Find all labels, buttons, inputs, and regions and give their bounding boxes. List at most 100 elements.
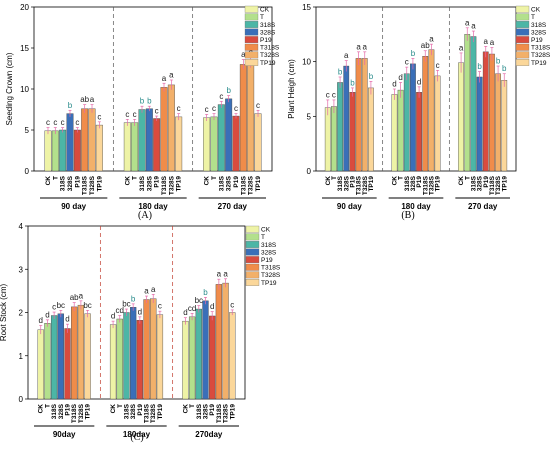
category-tick-label: T318S	[71, 403, 78, 423]
category-tick-label: T318S	[422, 175, 429, 195]
significance-letter: b	[68, 101, 73, 110]
category-tick-label: 328S	[202, 403, 209, 419]
bar-P19	[232, 115, 240, 172]
significance-letter: a	[241, 50, 246, 59]
category-tick-label: T328S	[150, 403, 157, 423]
category-tick-label: T318S	[356, 175, 363, 195]
significance-letter: d	[65, 315, 69, 324]
legend-label: T318S	[261, 265, 281, 272]
category-tick-label: CK	[110, 404, 117, 414]
category-tick-label: P19	[209, 404, 216, 416]
significance-letter: a	[490, 38, 495, 47]
significance-letter: a	[90, 95, 95, 104]
category-tick-label: 328S	[410, 175, 417, 191]
category-tick-label: TP19	[435, 176, 442, 192]
y-tick-label: 2	[19, 309, 24, 318]
significance-letter: a	[465, 18, 470, 27]
legend-swatch-318S	[515, 21, 530, 28]
legend-label: T318S	[260, 45, 280, 52]
legend-label: 318S	[260, 22, 276, 29]
significance-letter: a	[363, 42, 368, 51]
bar-328S	[130, 307, 137, 400]
bar-318S	[403, 73, 410, 172]
bar-TP19	[175, 116, 183, 172]
significance-letter: c	[436, 61, 440, 70]
significance-letter: b	[203, 288, 208, 297]
y-tick-label: 20	[20, 3, 29, 12]
bar-318S	[217, 104, 225, 172]
category-tick-label: TP19	[96, 176, 103, 192]
significance-letter: a	[459, 43, 464, 52]
category-tick-label: CK	[204, 176, 211, 186]
bar-T318S	[422, 56, 429, 172]
y-axis-label: Seeding Crown (cm)	[5, 52, 14, 125]
category-tick-label: 318S	[139, 175, 146, 191]
bar-P19	[64, 328, 71, 400]
legend-swatch-P19	[244, 36, 259, 44]
category-tick-label: P19	[137, 404, 144, 416]
y-tick-label: 0	[19, 395, 24, 404]
bar-P19	[349, 92, 356, 172]
group-label: 270 day	[218, 202, 248, 211]
bar-318S	[470, 36, 477, 172]
category-tick-label: 318S	[123, 403, 130, 419]
category-tick-label: T	[211, 176, 218, 180]
y-tick-label: 5	[307, 112, 312, 121]
group-label: 90 day	[337, 202, 362, 211]
bar-P19	[153, 118, 161, 172]
significance-letter: b	[338, 67, 343, 76]
group-label: 270 day	[468, 202, 498, 211]
significance-letter: b	[131, 294, 136, 303]
bar-T	[131, 122, 139, 172]
significance-letter: c	[125, 110, 129, 119]
significance-letter: b	[477, 62, 482, 71]
legend-label: T	[261, 234, 265, 241]
legend-swatch-T328S	[244, 51, 259, 59]
bar-P19	[73, 129, 81, 172]
category-tick-label: P19	[483, 176, 490, 188]
legend-swatch-328S	[245, 248, 260, 256]
bar-T	[210, 116, 218, 172]
bar-T	[397, 89, 404, 172]
legend-swatch-CK	[244, 5, 259, 13]
bar-T328S	[150, 298, 157, 400]
significance-letter: d	[392, 80, 396, 89]
category-tick-label: T318S	[144, 403, 151, 423]
category-tick-label: 318S	[337, 175, 344, 191]
bar-CK	[203, 117, 211, 172]
bar-T	[44, 323, 51, 400]
legend-label: T328S	[531, 52, 550, 59]
significance-letter: c	[332, 90, 336, 99]
chart-panel-2: 0 5 10 15 Plant Heigh (cm) c CK c Tb 318S a 328S b P1…	[287, 3, 550, 221]
bar-CK	[109, 324, 117, 400]
significance-letter: b	[411, 49, 416, 58]
significance-letter: bc	[83, 301, 91, 310]
bar-TP19	[254, 113, 262, 172]
category-tick-label: T328S	[495, 175, 502, 195]
legend-label: 328S	[531, 29, 547, 36]
y-tick-label: 0	[25, 167, 30, 176]
significance-letter: a	[79, 291, 84, 300]
bar-318S	[195, 308, 202, 400]
significance-letter: d	[398, 73, 402, 82]
significance-letter: a	[217, 270, 222, 279]
significance-letter: d	[138, 307, 142, 316]
bar-T	[51, 130, 59, 172]
category-tick-label: TP19	[368, 176, 375, 192]
plot-frame	[315, 6, 517, 172]
significance-letter: a	[169, 70, 174, 79]
y-tick-label: 1	[19, 352, 24, 361]
bar-P19	[136, 320, 143, 400]
significance-letter: a	[429, 35, 434, 44]
bar-CK	[391, 94, 398, 172]
significance-letter: d	[183, 308, 187, 317]
category-tick-label: T	[117, 404, 124, 408]
bar-318S	[59, 129, 67, 172]
y-tick-label: 10	[302, 58, 311, 67]
bar-318S	[337, 82, 343, 172]
panel-label: (C)	[130, 432, 143, 443]
legend-swatch-T328S	[245, 271, 260, 279]
significance-letter: d	[417, 77, 421, 86]
category-tick-label: T328S	[223, 403, 230, 423]
category-tick-label: CK	[458, 176, 465, 186]
